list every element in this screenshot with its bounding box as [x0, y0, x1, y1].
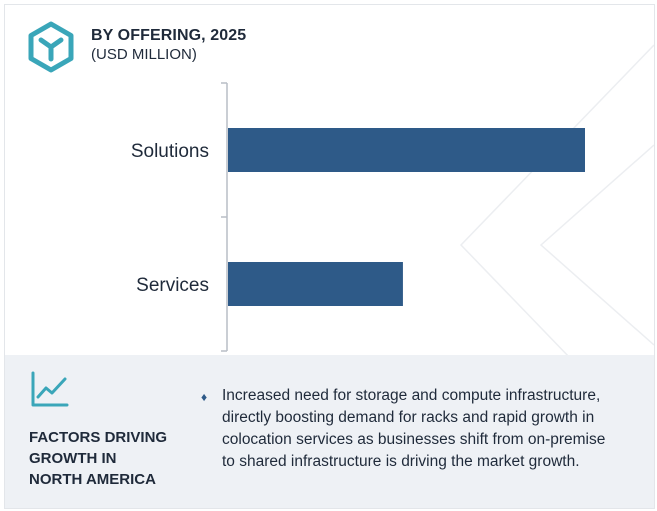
- chart-subtitle: (USD MILLION): [91, 46, 197, 63]
- chart-title: BY OFFERING, 2025: [91, 27, 247, 44]
- factors-heading-line: NORTH AMERICA: [29, 471, 156, 488]
- diamond-bullet-icon: ♦: [201, 390, 208, 404]
- category-label: Services: [136, 275, 209, 296]
- factors-heading-line: GROWTH IN: [29, 450, 117, 467]
- factors-heading: FACTORS DRIVING GROWTH IN NORTH AMERICA: [29, 427, 189, 490]
- bar-chart: Solutions Services: [131, 82, 585, 352]
- bar-services: [228, 262, 403, 306]
- factors-text-line: to shared infrastructure is driving the …: [222, 453, 580, 470]
- chart-card: BY OFFERING, 2025 (USD MILLION) Solution…: [4, 4, 655, 509]
- factors-text-line: colocation services as businesses shift …: [222, 431, 606, 448]
- factors-heading-line: FACTORS DRIVING: [29, 429, 168, 446]
- trend-chart-icon: [31, 371, 69, 407]
- category-label: Solutions: [131, 141, 209, 162]
- factors-text-line: directly boosting demand for racks and r…: [222, 409, 595, 426]
- factors-text: Increased need for storage and compute i…: [222, 385, 642, 473]
- cube-icon: [28, 21, 74, 73]
- factors-text-line: Increased need for storage and compute i…: [222, 387, 601, 404]
- bar-solutions: [228, 128, 585, 172]
- factors-panel: FACTORS DRIVING GROWTH IN NORTH AMERICA …: [5, 355, 654, 508]
